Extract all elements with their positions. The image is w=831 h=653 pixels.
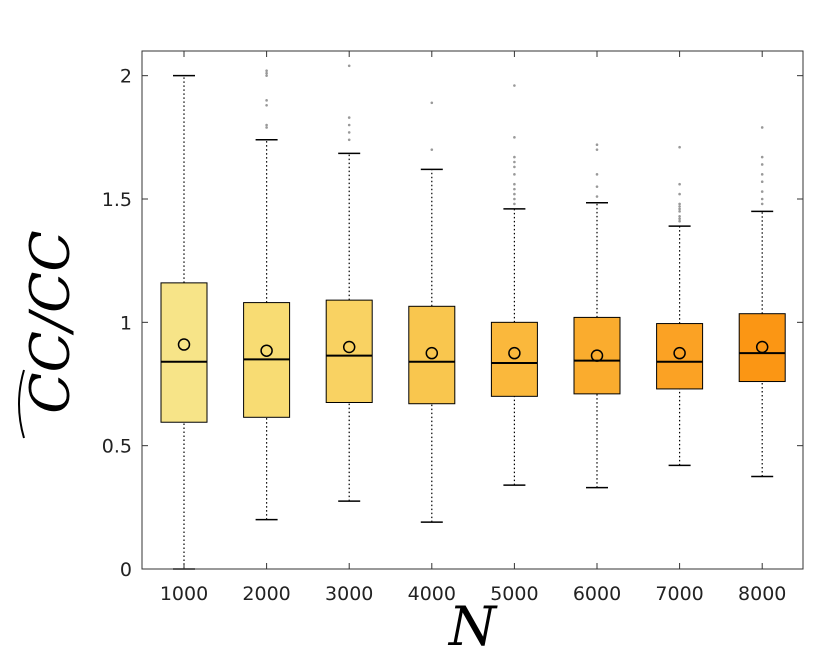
outlier-point	[265, 103, 268, 107]
outlier-point	[678, 217, 681, 221]
outlier-point	[678, 210, 681, 213]
box-iqr	[325, 299, 373, 403]
outlier-point	[513, 187, 516, 191]
y-tick-label: 2	[120, 66, 132, 88]
outlier-point	[513, 202, 516, 206]
x-tick-label: 7000	[655, 583, 703, 605]
x-tick-label: 1000	[160, 583, 208, 605]
mean-marker	[342, 340, 356, 354]
outlier-point	[513, 192, 516, 196]
outlier-point	[595, 173, 599, 176]
axes: 0 0.5 1 1.5 2 1000 2000 3000 4000 5000 6000 7000 800…	[102, 50, 804, 605]
box-iqr	[573, 316, 621, 395]
outlier-point	[678, 207, 681, 211]
outlier-point	[595, 143, 599, 147]
box-iqr	[738, 313, 786, 383]
x-tick-label: 5000	[490, 583, 538, 605]
outlier-point	[347, 64, 351, 68]
outlier-point	[760, 202, 764, 206]
y-tick-label: 1.5	[102, 189, 132, 211]
box-group-8000	[738, 126, 786, 478]
outlier-point	[265, 126, 268, 129]
mean-marker	[508, 346, 521, 360]
outlier-point	[347, 131, 351, 134]
outlier-point	[347, 138, 351, 142]
box-group-5000	[490, 84, 538, 486]
outlier-point	[760, 163, 764, 166]
outlier-point	[513, 136, 516, 139]
mean-marker	[755, 340, 769, 354]
x-tick-label: 2000	[242, 583, 290, 605]
outlier-point	[265, 74, 268, 77]
outlier-point	[678, 214, 681, 218]
plot-area	[160, 64, 786, 570]
outlier-point	[513, 155, 516, 159]
y-tick-label: 0.5	[102, 436, 132, 458]
box-group-3000	[325, 64, 373, 502]
outlier-point	[513, 84, 516, 87]
mean-marker	[177, 338, 191, 351]
x-tick-label: 3000	[325, 583, 373, 605]
outlier-point	[430, 148, 434, 151]
plot-frame	[141, 50, 804, 570]
mean-marker	[673, 346, 686, 360]
outlier-point	[760, 173, 764, 176]
outlier-point	[265, 71, 268, 75]
box-group-4000	[408, 101, 456, 523]
outlier-point	[513, 182, 516, 186]
outlier-point	[430, 101, 434, 105]
y-tick-label: 1	[120, 312, 132, 334]
outlier-point	[760, 180, 764, 184]
outlier-point	[760, 126, 764, 129]
mean-marker	[260, 344, 273, 357]
y-label-hat-accent	[18, 369, 25, 439]
outlier-point	[595, 148, 599, 151]
x-tick-label: 4000	[408, 583, 456, 605]
y-axis-label: CC/CC	[19, 230, 82, 413]
box-iqr	[408, 305, 456, 405]
box-iqr	[160, 282, 208, 423]
box-group-1000	[160, 74, 208, 570]
outlier-point	[347, 123, 351, 127]
x-tick-label: 8000	[738, 583, 786, 605]
outlier-point	[513, 197, 516, 201]
mean-marker	[590, 349, 604, 362]
outlier-point	[760, 197, 764, 201]
mean-marker	[425, 346, 439, 360]
outlier-point	[678, 219, 681, 223]
outlier-point	[513, 165, 516, 169]
outlier-point	[347, 116, 351, 119]
x-axis-label: N	[447, 595, 498, 653]
outlier-point	[513, 173, 516, 176]
outlier-point	[678, 182, 681, 186]
box-group-6000	[573, 143, 621, 489]
outlier-point	[678, 205, 681, 208]
outlier-point	[595, 185, 599, 188]
y-axis-label-group: CC/CC	[18, 230, 82, 439]
outlier-point	[513, 160, 516, 164]
x-tick-label: 6000	[573, 583, 621, 605]
outlier-point	[265, 123, 268, 127]
outlier-point	[595, 195, 599, 198]
outlier-point	[265, 69, 268, 73]
box-iqr	[656, 323, 704, 390]
outlier-point	[678, 202, 681, 206]
outlier-point	[265, 99, 268, 102]
outlier-point	[678, 145, 681, 149]
outlier-point	[760, 190, 764, 193]
y-tick-label: 0	[120, 559, 132, 581]
box-group-2000	[243, 69, 291, 521]
outlier-point	[678, 192, 681, 196]
box-group-7000	[656, 145, 704, 467]
outlier-point	[760, 155, 764, 159]
